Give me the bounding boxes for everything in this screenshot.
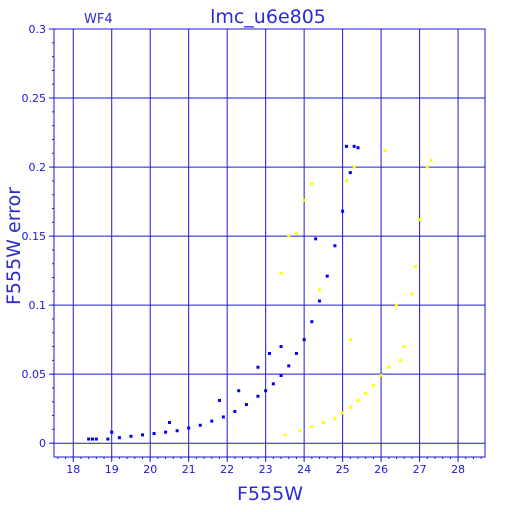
yellow-data-point <box>414 264 418 268</box>
blue-data-point <box>314 237 318 241</box>
yellow-data-point <box>283 433 287 437</box>
yellow-data-point <box>321 420 325 424</box>
yellow-data-point <box>294 231 298 235</box>
blue-data-point <box>341 209 345 213</box>
blue-data-point <box>244 403 248 407</box>
grid-lines <box>49 28 486 462</box>
x-tick-label: 23 <box>259 463 273 476</box>
x-tick-label: 26 <box>374 463 388 476</box>
yellow-data-point <box>344 179 348 183</box>
yellow-data-point <box>410 292 414 296</box>
chart-title: lmc_u6e805 <box>210 6 326 28</box>
yellow-data-point <box>356 398 360 402</box>
yellow-data-point <box>352 165 356 169</box>
blue-data-point <box>106 437 110 441</box>
blue-data-point <box>294 351 298 355</box>
blue-data-point <box>264 389 268 393</box>
blue-data-point <box>287 364 291 368</box>
blue-data-point <box>90 437 94 441</box>
x-tick-label: 20 <box>143 463 157 476</box>
y-tick-label: 0.3 <box>29 23 47 36</box>
blue-data-point <box>302 338 306 342</box>
x-tick-labels: 18 19 20 21 22 23 24 25 26 27 28 <box>66 463 465 476</box>
x-tick-label: 19 <box>105 463 119 476</box>
yellow-data-point <box>348 338 352 342</box>
blue-data-point <box>356 146 360 150</box>
blue-data-point <box>175 429 179 433</box>
yellow-data-point <box>371 383 375 387</box>
blue-data-point <box>352 144 356 148</box>
blue-data-point <box>152 432 156 436</box>
blue-data-point <box>256 394 260 398</box>
data-points <box>87 144 433 441</box>
blue-data-point <box>167 420 171 424</box>
blue-data-point <box>318 299 322 303</box>
blue-data-point <box>210 419 214 423</box>
blue-data-point <box>268 351 271 355</box>
blue-data-point <box>271 382 275 386</box>
x-tick-label: 18 <box>66 463 80 476</box>
x-tick-label: 28 <box>451 463 465 476</box>
yellow-data-point <box>341 411 345 415</box>
blue-data-point <box>348 171 352 175</box>
yellow-data-point <box>364 391 368 395</box>
blue-data-point <box>256 365 260 369</box>
blue-data-point <box>217 398 221 402</box>
blue-data-point <box>310 320 314 324</box>
yellow-data-point <box>287 234 291 238</box>
blue-data-point <box>279 374 283 378</box>
blue-data-point <box>279 345 283 349</box>
y-tick-labels: 0 0.05 0.1 0.15 0.2 0.25 0.3 <box>22 23 47 450</box>
yellow-data-point <box>302 198 306 202</box>
yellow-data-point <box>333 416 337 420</box>
yellow-data-point <box>383 148 387 152</box>
y-tick-label: 0.05 <box>22 368 47 381</box>
yellow-data-point <box>318 288 322 292</box>
x-tick-label: 21 <box>182 463 196 476</box>
yellow-data-point <box>418 218 422 222</box>
x-axis-label: F555W <box>237 483 303 505</box>
plot-frame <box>53 28 486 458</box>
blue-data-point <box>237 389 241 393</box>
yellow-data-point <box>394 303 398 307</box>
yellow-data-point <box>279 271 283 275</box>
blue-data-point <box>187 426 191 430</box>
blue-data-point <box>333 244 337 248</box>
chart-subtitle: WF4 <box>84 12 113 27</box>
blue-data-point <box>221 415 225 419</box>
yellow-data-point <box>429 158 433 162</box>
yellow-data-point <box>387 365 391 369</box>
blue-data-point <box>110 430 114 434</box>
y-tick-label: 0.15 <box>22 230 47 243</box>
blue-data-point <box>117 436 121 440</box>
y-tick-label: 0.25 <box>22 92 47 105</box>
blue-data-point <box>129 434 133 438</box>
blue-data-point <box>164 430 168 434</box>
blue-data-point <box>344 144 348 148</box>
blue-data-point <box>141 433 145 437</box>
blue-data-point <box>233 409 237 413</box>
blue-data-point <box>94 437 98 441</box>
yellow-data-point <box>298 429 302 433</box>
yellow-data-point <box>402 345 406 349</box>
yellow-data-point <box>425 165 429 169</box>
x-tick-label: 25 <box>336 463 350 476</box>
yellow-data-point <box>348 405 352 409</box>
y-axis-label: F555W error <box>3 187 25 305</box>
yellow-data-point <box>379 374 383 378</box>
yellow-data-point <box>310 182 314 186</box>
y-tick-label: 0.2 <box>29 161 47 174</box>
yellow-data-point <box>398 358 402 362</box>
yellow-data-point <box>310 425 314 429</box>
x-tick-label: 22 <box>220 463 234 476</box>
x-tick-label: 27 <box>413 463 427 476</box>
y-tick-label: 0 <box>39 437 46 450</box>
blue-data-point <box>198 423 202 427</box>
blue-data-point <box>325 274 329 278</box>
blue-data-point <box>87 437 91 441</box>
x-tick-label: 24 <box>297 463 311 476</box>
y-tick-label: 0.1 <box>29 299 47 312</box>
